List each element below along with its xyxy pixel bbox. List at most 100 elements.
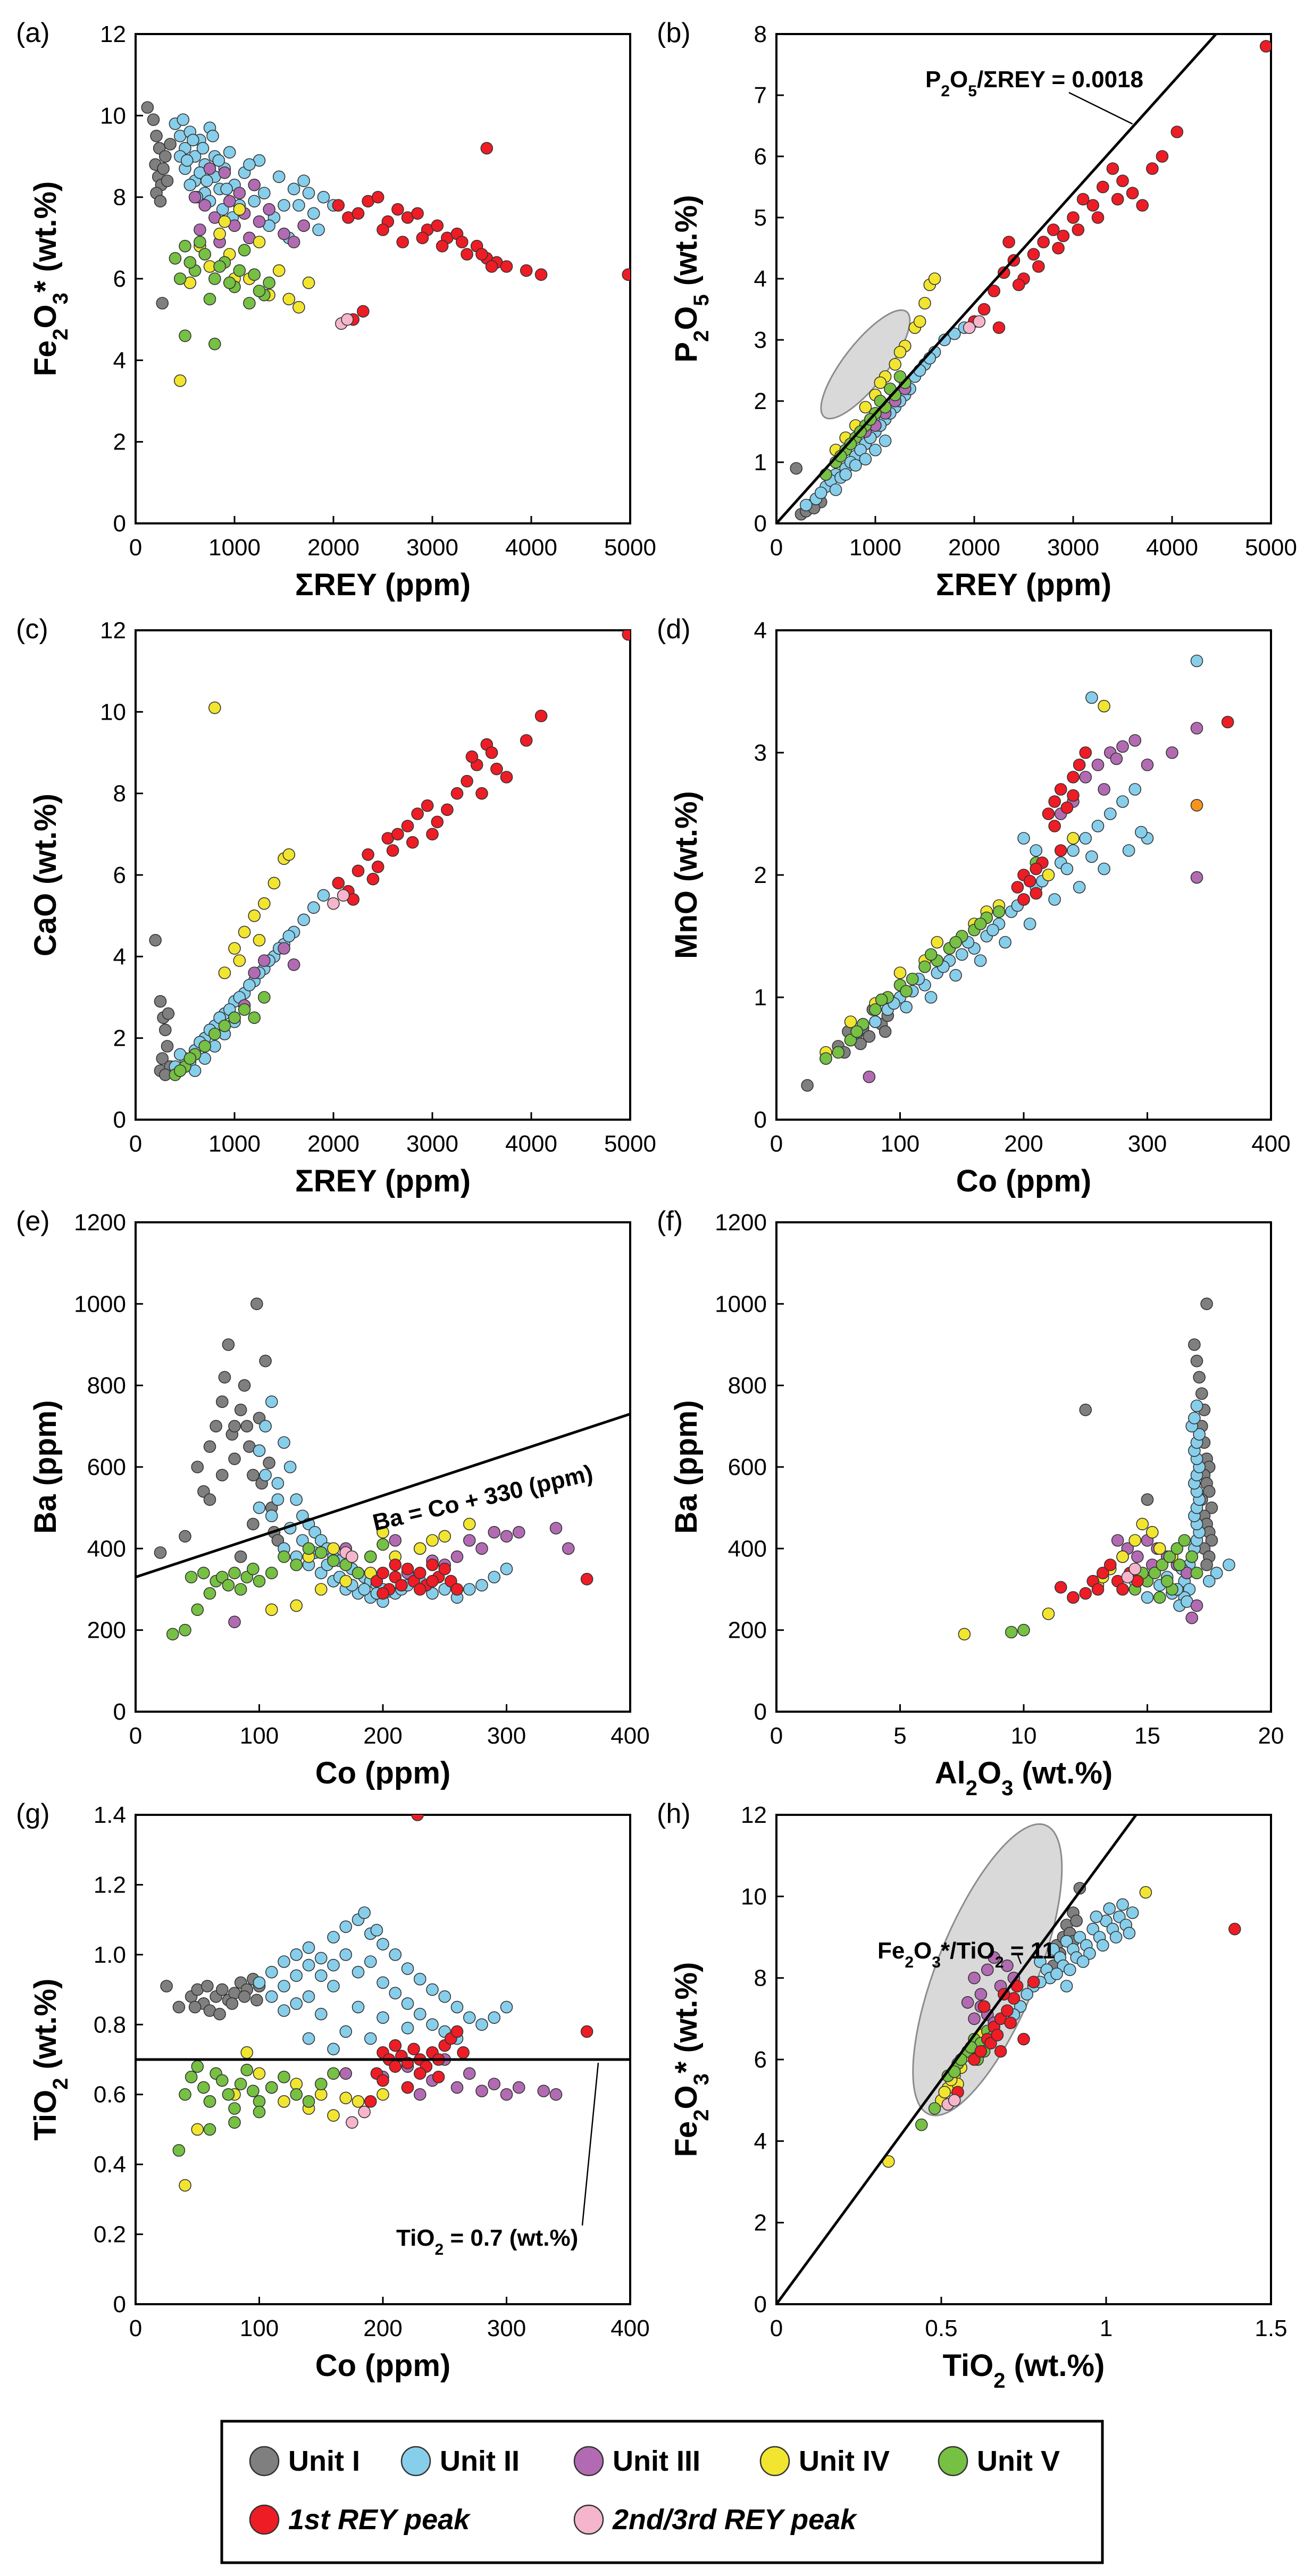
y-tick-label-e: 0: [113, 1699, 126, 1725]
data-point: [1109, 1931, 1123, 1944]
y-tick-label-d: 4: [754, 618, 767, 644]
x-tick-label-b: 5000: [1245, 535, 1297, 561]
data-point: [958, 1628, 971, 1641]
data-point: [248, 1011, 261, 1024]
data-point: [314, 2007, 328, 2021]
data-point: [421, 799, 434, 812]
line-label-h: Fe2O3*/TiO2 = 11: [877, 1938, 1055, 1971]
data-point: [218, 1019, 231, 1032]
data-point: [265, 2081, 278, 2094]
data-point: [1073, 1931, 1086, 1944]
data-point: [234, 1550, 247, 1563]
data-point: [948, 2094, 961, 2107]
data-point: [401, 2022, 414, 2035]
data-point: [1190, 722, 1203, 735]
data-point: [187, 134, 199, 147]
series-a-unit-i: [141, 101, 177, 310]
legend-swatch: [938, 2446, 968, 2477]
legend-item-1st-rey-peak: 1st REY peak: [249, 2504, 471, 2536]
data-point: [243, 297, 256, 310]
x-tick-label-c: 4000: [505, 1131, 557, 1157]
panel-label-e: (e): [16, 1206, 50, 1237]
data-point: [407, 2043, 420, 2056]
data-point: [253, 236, 266, 248]
y-tick-label-h: 12: [741, 1802, 767, 1828]
data-point: [1034, 1955, 1047, 1968]
data-point: [141, 101, 154, 114]
data-point: [401, 1997, 414, 2010]
x-axis-label-e: Co (ppm): [315, 1756, 451, 1790]
x-axis-label-d: Co (ppm): [956, 1164, 1092, 1198]
data-point: [377, 1938, 389, 1950]
data-point: [1190, 1599, 1203, 1612]
data-point: [179, 1530, 191, 1543]
y-tick-label-b: 1: [754, 449, 767, 476]
data-point: [413, 2067, 426, 2080]
y-axis-label-g: TiO2 (wt.%): [28, 1979, 72, 2141]
data-point: [257, 991, 271, 1004]
data-point: [1057, 229, 1070, 243]
data-point: [1030, 844, 1043, 857]
data-point: [287, 236, 300, 248]
x-tick-label-f: 15: [1134, 1723, 1160, 1749]
x-axis-label-f: Al2O3 (wt.%): [935, 1756, 1113, 1800]
data-point: [1017, 832, 1030, 845]
data-point: [1111, 193, 1124, 206]
data-point: [1097, 1566, 1109, 1580]
data-point: [253, 933, 266, 947]
data-point: [377, 223, 389, 236]
data-point: [339, 2025, 353, 2038]
data-point: [968, 2012, 981, 2025]
data-point: [1131, 1550, 1144, 1563]
x-tick-label-e: 0: [129, 1723, 142, 1749]
data-point: [1111, 1534, 1124, 1547]
y-tick-label-a: 4: [113, 347, 126, 373]
data-point: [1153, 1591, 1166, 1604]
data-point: [259, 1469, 272, 1482]
data-point: [290, 1948, 303, 1961]
data-point: [197, 2081, 210, 2094]
legend-item-unit-ii: Unit II: [400, 2445, 520, 2477]
data-point: [198, 1040, 212, 1053]
data-point: [968, 2053, 981, 2066]
x-tick-label-g: 100: [240, 2315, 279, 2341]
data-point: [265, 1395, 278, 1408]
x-tick-label-d: 300: [1128, 1131, 1167, 1157]
data-point: [377, 2011, 389, 2024]
data-point: [411, 807, 424, 820]
data-point: [154, 995, 167, 1008]
data-point: [500, 260, 513, 273]
x-tick-label-b: 2000: [948, 535, 1000, 561]
data-point: [1116, 174, 1129, 187]
data-point: [1027, 248, 1040, 261]
data-point: [150, 129, 163, 143]
data-point: [253, 2067, 266, 2080]
y-tick-label-d: 3: [754, 740, 767, 766]
x-axis-label-c: ΣREY (ppm): [295, 1164, 471, 1198]
data-point: [488, 1525, 501, 1539]
x-tick-label-d: 100: [881, 1131, 919, 1157]
data-point: [1116, 1898, 1129, 1911]
x-tick-label-h: 1.5: [1255, 2315, 1287, 2341]
line-label-g: TiO2 = 0.7 (wt.%): [396, 2225, 578, 2258]
data-point: [928, 2102, 941, 2115]
data-point: [302, 1941, 315, 1954]
data-point: [352, 1965, 365, 1979]
data-point: [488, 1571, 501, 1583]
data-point: [968, 1971, 981, 1985]
data-point: [352, 864, 365, 878]
data-point: [203, 1587, 216, 1600]
data-point: [238, 244, 251, 257]
data-point: [1086, 199, 1099, 212]
x-tick-label-e: 300: [487, 1723, 526, 1749]
series-g-unit-v: [172, 2060, 340, 2157]
data-point: [1190, 1354, 1203, 1368]
y-tick-label-a: 6: [113, 266, 126, 292]
data-point: [327, 1980, 340, 1993]
series-e-1st-rey-peak: [370, 1558, 593, 1600]
data-point: [327, 2067, 340, 2080]
data-point: [302, 2032, 315, 2045]
data-point: [243, 158, 256, 171]
data-point: [314, 2088, 328, 2101]
data-point: [1106, 162, 1119, 175]
